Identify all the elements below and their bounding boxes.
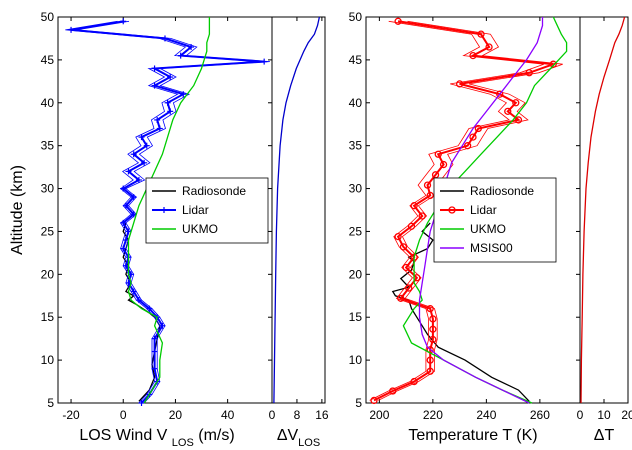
series-line-uncertainty (273, 16, 321, 404)
y-tick-label: 45 (41, 53, 55, 67)
lidar-marker (407, 222, 416, 230)
lidar-marker (463, 142, 472, 150)
lidar-marker (426, 304, 434, 313)
lidar-marker (426, 367, 434, 375)
lidar-marker (439, 160, 448, 169)
legend-label: MSIS00 (470, 241, 513, 255)
lidar-marker (514, 116, 523, 124)
lidar-marker (410, 202, 418, 210)
lidar-marker (426, 191, 434, 200)
x-tick-label: 0 (269, 408, 276, 422)
lidar-uncertainty-line (369, 20, 544, 401)
series-line-ukmo (127, 17, 211, 404)
wind-uncertainty-panel: 0 8 16 ΔVLOS (269, 16, 329, 449)
lidar-marker (389, 387, 397, 395)
series-line-uncertainty (580, 16, 626, 404)
temperature-uncertainty-panel: 0 10 20 ΔT (577, 16, 632, 444)
y-tick-label: 20 (349, 267, 363, 281)
y-tick-label: 10 (41, 353, 55, 367)
x-tick-label: 20 (621, 408, 632, 422)
y-tick-label: 35 (349, 139, 363, 153)
series-line-ukmo (402, 16, 568, 404)
y-tick-label: 35 (41, 139, 55, 153)
lidar-marker (370, 396, 378, 405)
lidar-marker (429, 335, 437, 344)
series-line-radiosonde (391, 222, 530, 402)
lidar-marker (434, 150, 442, 158)
lidar-marker (402, 263, 410, 272)
lidar-marker (397, 294, 405, 303)
y-tick-label: 25 (41, 224, 55, 238)
x-tick-label: 220 (423, 408, 443, 422)
lidar-marker (423, 181, 432, 189)
y-tick-label: 50 (41, 10, 55, 24)
legend: Radiosonde Lidar UKMO MSIS00 (433, 177, 557, 263)
x-tick-label: 16 (315, 408, 329, 422)
y-tick-label: 25 (349, 224, 363, 238)
x-tick-label: -20 (62, 408, 80, 422)
y-tick-label: 10 (349, 353, 363, 367)
legend-label: UKMO (182, 222, 218, 236)
x-tick-label: 10 (597, 408, 611, 422)
lidar-marker (469, 133, 477, 141)
x-tick-label: 0 (120, 408, 127, 422)
y-tick-label: 5 (47, 396, 54, 410)
lidar-marker (418, 212, 426, 220)
y-tick-label: 20 (41, 267, 55, 281)
lidar-marker (512, 99, 520, 107)
x-tick-label: 260 (530, 408, 550, 422)
lidar-marker (410, 377, 418, 386)
lidar-marker (455, 80, 464, 88)
legend-marker (448, 206, 456, 214)
y-tick-label: 45 (349, 53, 363, 67)
y-tick-label: 50 (349, 10, 363, 24)
y-tick-label: 30 (349, 182, 363, 196)
legend-label: UKMO (470, 222, 506, 236)
y-tick-label: 5 (355, 396, 362, 410)
lidar-marker (525, 69, 533, 77)
y-tick-label: 15 (349, 310, 363, 324)
lidar-marker (549, 60, 557, 68)
x-tick-label: 40 (221, 408, 235, 422)
lidar-marker (429, 325, 437, 333)
y-tick-label: 40 (41, 96, 55, 110)
lidar-marker (399, 243, 408, 251)
x-tick-label: 0 (577, 408, 584, 422)
y-tick-label: 15 (41, 310, 55, 324)
temperature-panel: 200 220 240 260 5 10 15 20 25 30 35 40 45 50 Radiosond… (349, 10, 581, 444)
lidar-marker (477, 30, 485, 38)
x-axis-label: LOS Wind V LOS (m/s) (79, 427, 234, 449)
lidar-marker (469, 51, 477, 60)
lidar-marker (426, 356, 434, 364)
legend-label: Lidar (470, 203, 497, 217)
lidar-marker (405, 284, 413, 292)
legend-label: Radiosonde (182, 184, 246, 198)
lidar-marker (394, 232, 402, 241)
lidar-marker (485, 43, 493, 51)
legend-label: Radiosonde (470, 184, 534, 198)
lidar-marker (504, 107, 512, 116)
lidar-marker (429, 315, 437, 323)
lidar-uncertainty-line (378, 20, 563, 401)
plot-frame (271, 16, 326, 404)
y-axis-label: Altitude (km) (9, 165, 26, 255)
x-axis-label: ΔT (594, 427, 615, 444)
legend-label: Lidar (182, 203, 209, 217)
x-axis-label: ΔVLOS (277, 427, 320, 449)
wind-panel: -20 0 20 40 5 10 15 20 25 30 35 40 45 50 Radiosonde Lid… (9, 10, 273, 449)
y-tick-label: 30 (41, 182, 55, 196)
x-tick-label: 20 (169, 408, 183, 422)
x-tick-label: 8 (294, 408, 301, 422)
y-tick-label: 40 (349, 96, 363, 110)
x-axis-label: Temperature T (K) (408, 427, 537, 444)
lidar-marker (496, 90, 504, 98)
x-tick-label: 240 (476, 408, 496, 422)
lidar-marker (394, 17, 402, 25)
legend: Radiosonde Lidar UKMO (145, 177, 269, 244)
x-tick-label: 200 (369, 408, 389, 422)
lidar-marker (474, 124, 483, 133)
